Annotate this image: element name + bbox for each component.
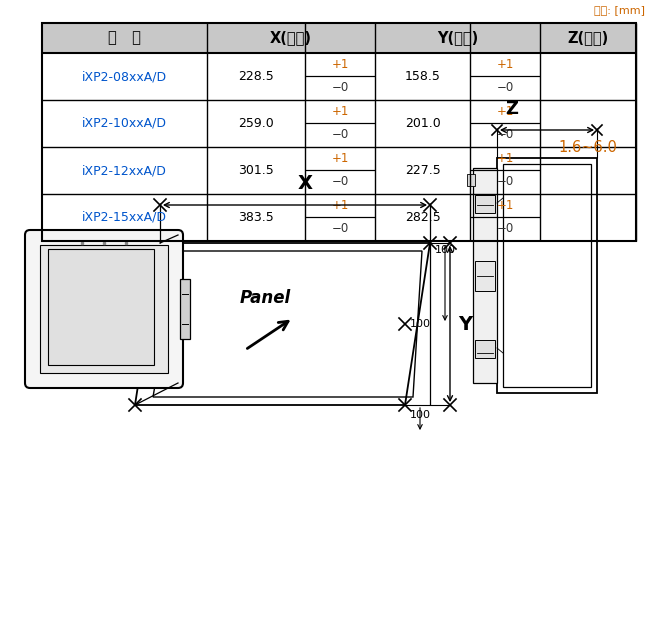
Text: Z: Z bbox=[505, 100, 518, 118]
Text: −0: −0 bbox=[331, 81, 349, 94]
Text: −0: −0 bbox=[331, 128, 349, 141]
Text: −0: −0 bbox=[331, 175, 349, 188]
Text: Y(세로): Y(세로) bbox=[437, 31, 478, 46]
Text: 단위: [mm]: 단위: [mm] bbox=[594, 5, 645, 15]
Text: +1: +1 bbox=[331, 199, 349, 212]
Bar bbox=[475, 261, 495, 291]
Text: −0: −0 bbox=[497, 128, 514, 141]
Text: +1: +1 bbox=[331, 152, 349, 165]
Text: +1: +1 bbox=[496, 104, 514, 118]
Text: +1: +1 bbox=[496, 152, 514, 165]
Text: 383.5: 383.5 bbox=[238, 211, 274, 224]
Bar bbox=[497, 158, 597, 393]
Text: −0: −0 bbox=[331, 222, 349, 235]
Bar bbox=[40, 245, 168, 373]
Text: 1.6~6.0: 1.6~6.0 bbox=[558, 140, 618, 154]
Bar bbox=[473, 168, 497, 383]
Bar bbox=[42, 23, 636, 241]
Text: X(가로): X(가로) bbox=[270, 31, 312, 46]
Text: +1: +1 bbox=[331, 104, 349, 118]
Text: 201.0: 201.0 bbox=[404, 117, 440, 130]
Text: 259.0: 259.0 bbox=[238, 117, 274, 130]
Text: −0: −0 bbox=[497, 222, 514, 235]
Text: 282.5: 282.5 bbox=[404, 211, 440, 224]
Bar bbox=[467, 174, 475, 186]
Text: +1: +1 bbox=[331, 58, 349, 71]
Text: Panel: Panel bbox=[240, 289, 291, 307]
Bar bbox=[48, 249, 154, 365]
Text: 100: 100 bbox=[435, 245, 456, 255]
Bar bbox=[42, 23, 636, 53]
Text: 100: 100 bbox=[410, 410, 431, 420]
Text: 158.5: 158.5 bbox=[404, 70, 440, 83]
Text: +1: +1 bbox=[496, 199, 514, 212]
Text: iXP2-08xxA/D: iXP2-08xxA/D bbox=[82, 70, 167, 83]
Bar bbox=[180, 279, 190, 338]
Text: 228.5: 228.5 bbox=[238, 70, 274, 83]
Text: −0: −0 bbox=[497, 81, 514, 94]
Text: X: X bbox=[297, 174, 313, 193]
Text: +1: +1 bbox=[496, 58, 514, 71]
Text: −0: −0 bbox=[497, 175, 514, 188]
Bar bbox=[475, 340, 495, 358]
Text: Y: Y bbox=[458, 315, 472, 333]
Text: iXP2-10xxA/D: iXP2-10xxA/D bbox=[82, 117, 167, 130]
Bar bbox=[503, 164, 591, 387]
Text: Z(두께): Z(두께) bbox=[567, 31, 609, 46]
Text: 227.5: 227.5 bbox=[404, 164, 440, 177]
Text: iXP2-15xxA/D: iXP2-15xxA/D bbox=[82, 211, 167, 224]
Text: 100: 100 bbox=[410, 319, 431, 329]
Text: 구   분: 구 분 bbox=[108, 31, 141, 46]
Text: 301.5: 301.5 bbox=[238, 164, 274, 177]
Bar bbox=[475, 195, 495, 213]
Text: iXP2-12xxA/D: iXP2-12xxA/D bbox=[82, 164, 167, 177]
FancyBboxPatch shape bbox=[25, 230, 183, 388]
